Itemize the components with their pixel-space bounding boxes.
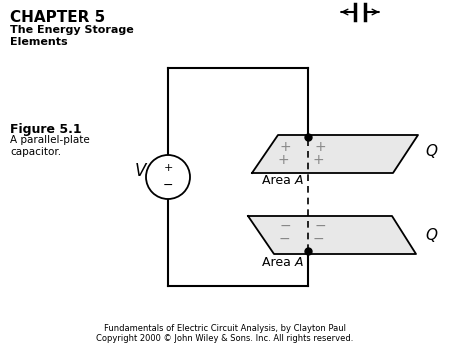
Polygon shape — [248, 216, 416, 254]
Text: −: − — [312, 232, 324, 246]
Text: Figure 5.1: Figure 5.1 — [10, 123, 81, 136]
Text: −: − — [163, 179, 173, 191]
Polygon shape — [252, 135, 418, 173]
Text: Area: Area — [262, 256, 295, 269]
Text: Area: Area — [262, 174, 295, 187]
Text: A: A — [295, 256, 303, 269]
Text: Fundamentals of Electric Circuit Analysis, by Clayton Paul: Fundamentals of Electric Circuit Analysi… — [104, 324, 346, 333]
Text: A: A — [295, 174, 303, 187]
Circle shape — [146, 155, 190, 199]
Text: Q: Q — [425, 228, 437, 243]
Text: A parallel-plate
capacitor.: A parallel-plate capacitor. — [10, 135, 90, 157]
Text: +: + — [277, 153, 289, 167]
Text: +: + — [163, 163, 173, 173]
Text: Q: Q — [425, 144, 437, 159]
Text: −: − — [314, 219, 326, 233]
Text: CHAPTER 5: CHAPTER 5 — [10, 10, 105, 25]
Text: V: V — [134, 162, 146, 180]
Text: +: + — [312, 153, 324, 167]
Text: +: + — [314, 140, 326, 154]
Text: Copyright 2000 © John Wiley & Sons. Inc. All rights reserved.: Copyright 2000 © John Wiley & Sons. Inc.… — [96, 334, 354, 343]
Text: −: − — [278, 232, 290, 246]
Text: −: − — [279, 219, 291, 233]
Text: +: + — [279, 140, 291, 154]
Text: The Energy Storage
Elements: The Energy Storage Elements — [10, 25, 134, 47]
